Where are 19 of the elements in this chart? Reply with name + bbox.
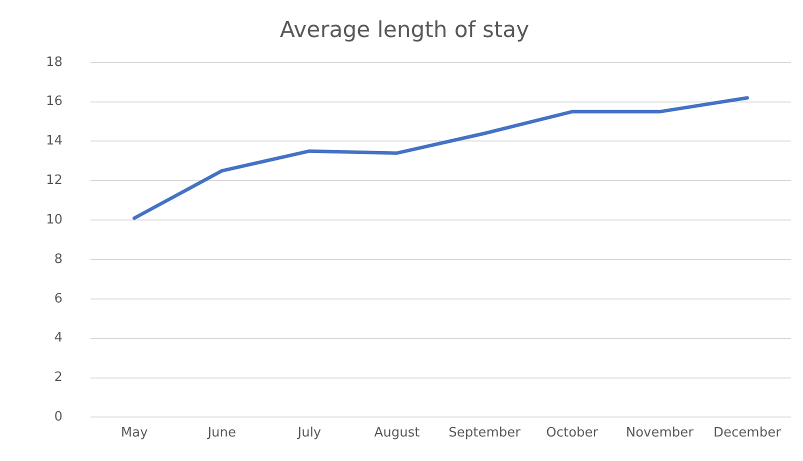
y-tick-label: 10 xyxy=(46,212,63,228)
x-tick-label: December xyxy=(714,425,782,440)
y-tick-label: 16 xyxy=(46,94,63,110)
x-tick-label: July xyxy=(296,425,322,440)
y-tick-label: 12 xyxy=(46,173,63,188)
x-tick-label: August xyxy=(374,425,420,440)
y-tick-label: 14 xyxy=(46,134,63,149)
x-tick-label: September xyxy=(448,425,522,440)
x-tick-label: May xyxy=(120,425,148,440)
x-tick-label: October xyxy=(546,425,599,440)
chart-title: Average length of stay xyxy=(280,18,530,43)
x-tick-label: November xyxy=(626,425,694,440)
x-tick-label: June xyxy=(206,425,236,440)
y-tick-label: 2 xyxy=(54,370,63,386)
y-tick-label: 18 xyxy=(46,54,63,70)
y-tick-label: 6 xyxy=(54,291,63,306)
y-tick-label: 0 xyxy=(54,410,63,425)
y-tick-label: 4 xyxy=(54,330,63,346)
y-tick-label: 8 xyxy=(54,252,63,267)
